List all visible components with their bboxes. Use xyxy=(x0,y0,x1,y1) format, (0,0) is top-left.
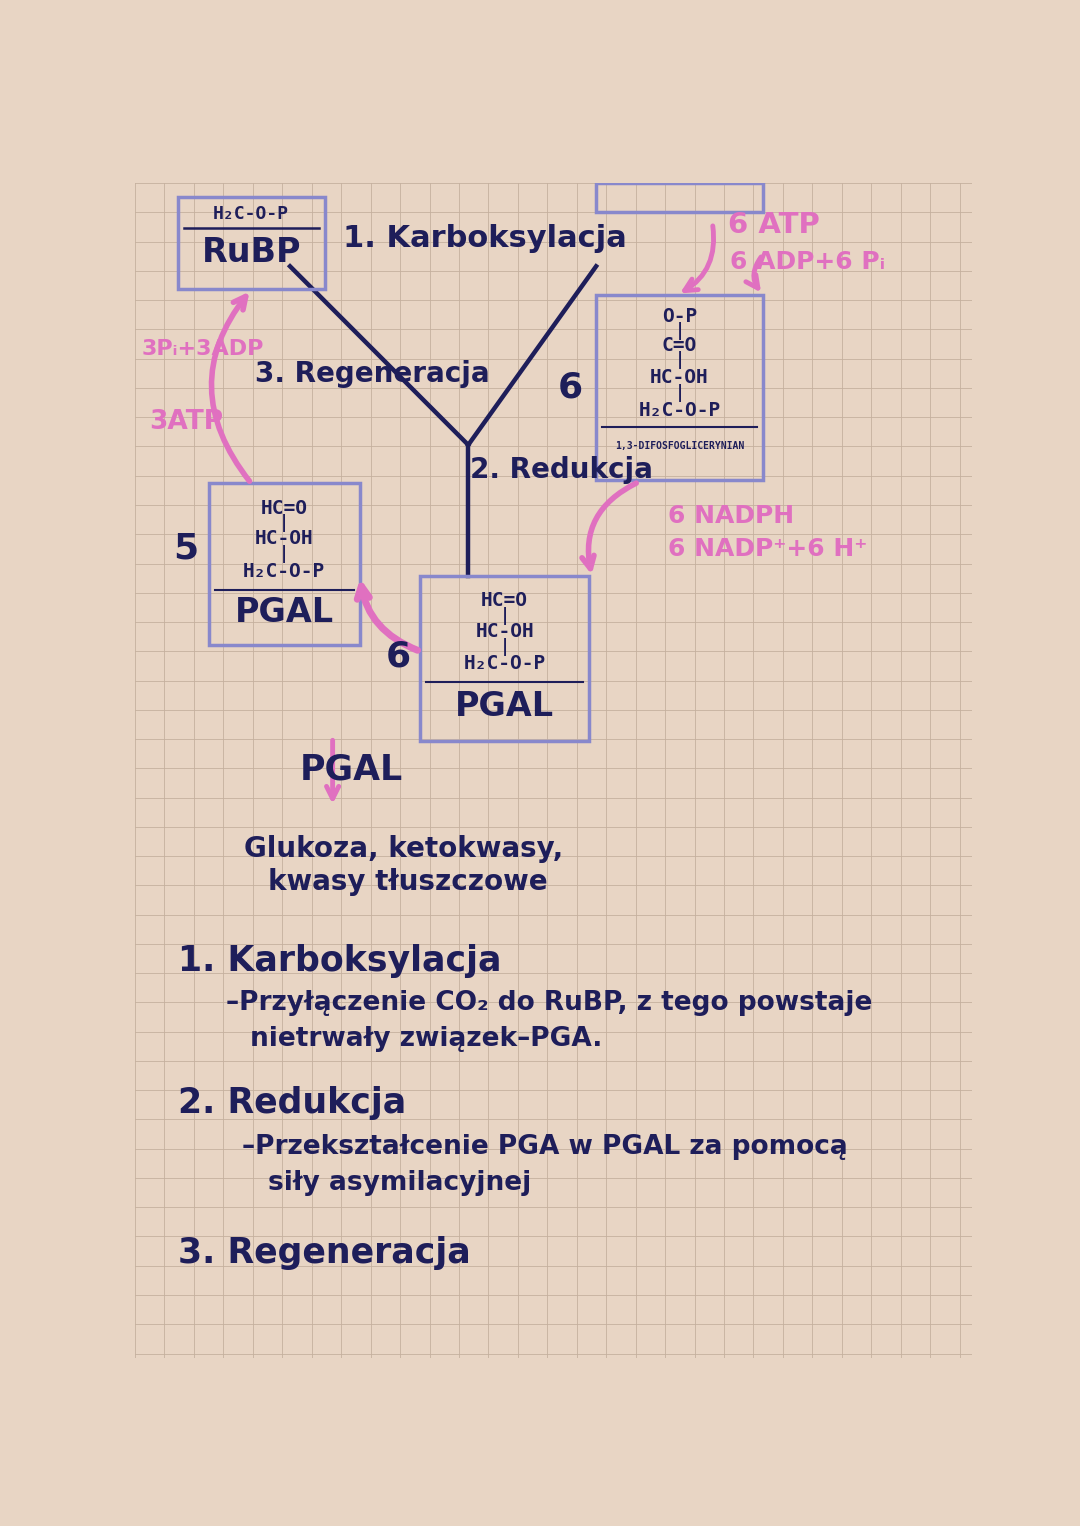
Text: H₂C-O-P: H₂C-O-P xyxy=(463,655,545,673)
Text: 6 NADPH: 6 NADPH xyxy=(669,504,794,528)
Text: 3. Regeneracja: 3. Regeneracja xyxy=(255,360,489,388)
Text: 6 ATP: 6 ATP xyxy=(728,212,820,240)
Text: HC-OH: HC-OH xyxy=(475,621,534,641)
Text: 6: 6 xyxy=(558,371,583,404)
Text: –Przekształcenie PGA w PGAL za pomocą: –Przekształcenie PGA w PGAL za pomocą xyxy=(242,1134,848,1160)
Text: 6 ADP+6 Pᵢ: 6 ADP+6 Pᵢ xyxy=(730,250,886,275)
FancyArrowPatch shape xyxy=(685,226,714,290)
Text: 1. Karboksylacja: 1. Karboksylacja xyxy=(177,943,501,978)
Text: |: | xyxy=(280,514,289,533)
Text: |: | xyxy=(500,638,510,656)
Text: |: | xyxy=(674,351,685,369)
Text: PGAL: PGAL xyxy=(234,597,334,629)
Text: HC=O: HC=O xyxy=(482,591,528,610)
Text: kwasy tłuszczowe: kwasy tłuszczowe xyxy=(268,868,548,896)
Text: 3Pᵢ+3ADP: 3Pᵢ+3ADP xyxy=(141,339,264,359)
Text: 3. Regeneracja: 3. Regeneracja xyxy=(177,1236,471,1271)
Text: Glukoza, ketokwasy,: Glukoza, ketokwasy, xyxy=(243,835,563,864)
Text: C=O: C=O xyxy=(662,336,697,356)
Text: 1. Karboksylacja: 1. Karboksylacja xyxy=(342,224,626,253)
Text: |: | xyxy=(674,383,685,401)
Text: O-P: O-P xyxy=(662,307,697,327)
Text: HC-OH: HC-OH xyxy=(650,368,708,388)
Text: –Przyłączenie CO₂ do RuBP, z tego powstaje: –Przyłączenie CO₂ do RuBP, z tego powsta… xyxy=(227,990,873,1016)
Text: |: | xyxy=(674,322,685,340)
Text: siły asymilacyjnej: siły asymilacyjnej xyxy=(268,1169,531,1195)
FancyArrowPatch shape xyxy=(357,586,418,650)
Text: HC-OH: HC-OH xyxy=(255,530,313,548)
Text: |: | xyxy=(280,545,289,563)
Text: H₂C-O-P: H₂C-O-P xyxy=(213,204,289,223)
Text: HC=O: HC=O xyxy=(260,499,308,517)
Text: 3ATP: 3ATP xyxy=(149,409,224,435)
Text: PGAL: PGAL xyxy=(455,690,554,723)
Text: 1,3-DIFOSFOGLICERYNIAN: 1,3-DIFOSFOGLICERYNIAN xyxy=(615,441,744,450)
Text: H₂C-O-P: H₂C-O-P xyxy=(638,401,720,420)
Text: 5: 5 xyxy=(174,533,199,566)
Text: |: | xyxy=(500,607,510,624)
Text: 6: 6 xyxy=(386,639,411,673)
Text: RuBP: RuBP xyxy=(202,237,301,269)
FancyArrowPatch shape xyxy=(212,296,249,481)
FancyArrowPatch shape xyxy=(746,256,761,288)
FancyArrowPatch shape xyxy=(582,484,636,569)
Text: PGAL: PGAL xyxy=(299,752,403,787)
FancyArrowPatch shape xyxy=(326,740,339,798)
Text: 2. Redukcja: 2. Redukcja xyxy=(470,456,652,484)
Text: nietrwały związek–PGA.: nietrwały związek–PGA. xyxy=(249,1027,602,1053)
Text: 2. Redukcja: 2. Redukcja xyxy=(177,1087,406,1120)
Text: H₂C-O-P: H₂C-O-P xyxy=(243,562,325,581)
Text: 6 NADP⁺+6 H⁺: 6 NADP⁺+6 H⁺ xyxy=(669,537,867,562)
